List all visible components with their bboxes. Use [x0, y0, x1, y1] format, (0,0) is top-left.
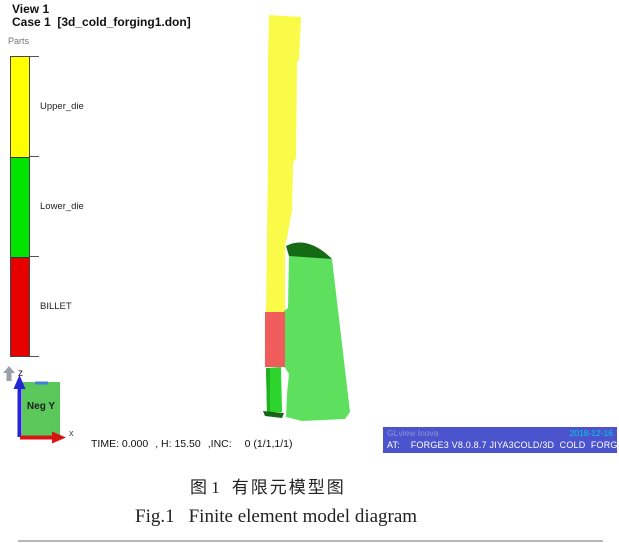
x-axis-label: x: [69, 428, 74, 438]
x-axis-arrowhead-icon: [52, 431, 66, 444]
view-title: View 1: [12, 2, 50, 16]
status-line: TIME: 0.000 , H: 15.50 ,INC: 0 (1/1,1/1): [91, 438, 293, 450]
lower-die-bottom-shadow-shape: [263, 411, 284, 418]
legend-swatch-lower-die: [11, 157, 29, 257]
app-name: GLview Inova: [387, 428, 439, 438]
legend-tick: [30, 356, 39, 357]
banner-date: 2018-12-16: [569, 428, 613, 438]
lower-die-body-shape[interactable]: [284, 255, 350, 421]
billet-shape[interactable]: [265, 312, 285, 367]
app-banner: GLview Inova 2018-12-16 AT: FORGE3 V8.0.…: [383, 427, 619, 453]
legend-label-billet: BILLET: [40, 301, 72, 312]
view-case-header: View 1 Case 1 [3d_cold_forging1.don]: [12, 3, 191, 29]
z-axis-label: z: [18, 368, 23, 379]
status-inc-value: 0 (1/1,1/1): [244, 438, 293, 450]
legend-swatch-upper-die: [11, 57, 29, 157]
case-title: Case 1 [3d_cold_forging1.don]: [12, 15, 191, 29]
legend-tick: [30, 256, 39, 257]
parts-legend-bar: [10, 56, 30, 357]
legend-swatch-billet: [11, 257, 29, 356]
legend-label-lower-die: Lower_die: [40, 201, 84, 212]
orientation-triad: z Neg Y x: [0, 362, 95, 447]
caption-en-text: Finite element model diagram: [188, 506, 418, 527]
lower-die-top-face-shape: [286, 242, 332, 259]
model-viewport[interactable]: [230, 0, 380, 430]
caption-en: Fig.1 Finite element model diagram: [135, 506, 417, 528]
legend-tick: [30, 56, 39, 57]
upper-die-punch-shape[interactable]: [266, 15, 301, 312]
status-height: , H: 15.50: [155, 438, 201, 450]
home-arrow-icon: [3, 366, 15, 381]
z-axis-arrowhead-icon: [13, 375, 26, 389]
status-time: TIME: 0.000: [91, 438, 149, 450]
status-inc-label: ,INC:: [207, 438, 232, 450]
legend-title: Parts: [8, 36, 30, 46]
legend-tick: [30, 156, 39, 157]
lower-die-post-edge-shape: [266, 368, 270, 412]
bottom-divider: [18, 540, 603, 542]
banner-info: AT: FORGE3 V8.0.8.7 JIYA3COLD/3D COLD FO…: [387, 440, 619, 450]
triad-face-label: Neg Y: [27, 401, 55, 412]
triad-face-strip: [35, 381, 48, 385]
caption-en-number: Fig.1: [135, 506, 175, 527]
triad-face: [22, 382, 60, 437]
legend-label-upper-die: Upper_die: [40, 101, 84, 112]
caption-zh: 图 1 有限元模型图: [190, 473, 346, 498]
caption-zh-text: 有限元模型图: [231, 478, 346, 497]
caption-zh-number: 图 1: [190, 478, 220, 497]
